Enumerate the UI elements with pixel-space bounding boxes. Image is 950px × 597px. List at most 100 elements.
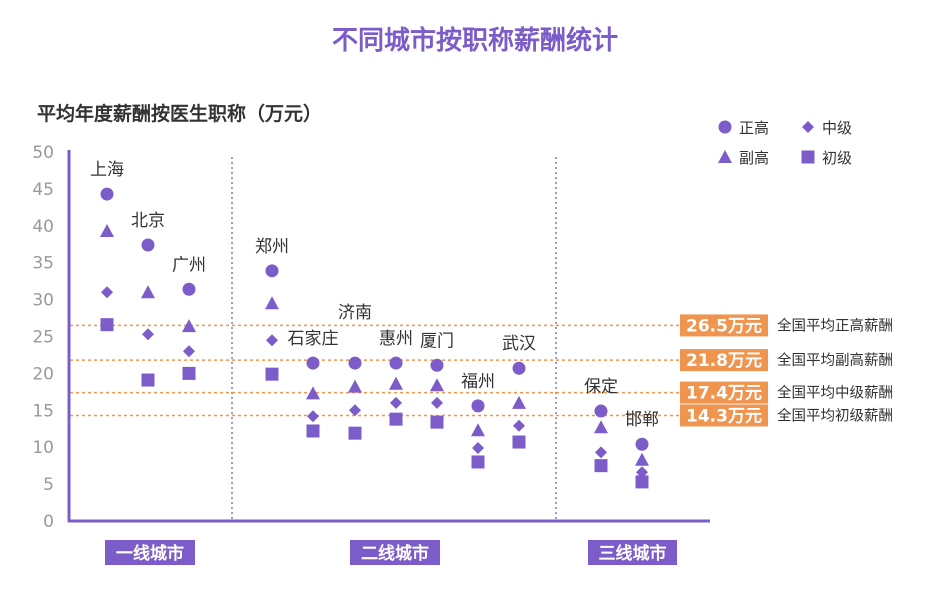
city-label: 邯郸: [625, 410, 659, 430]
legend-label: 初级: [822, 149, 852, 167]
group-label: 一线城市: [116, 543, 184, 564]
point-triangle: [512, 395, 526, 409]
reference-line-label: 全国平均正高薪酬: [777, 316, 893, 334]
point-square: [265, 367, 279, 381]
group-label: 二线城市: [361, 543, 429, 564]
reference-value-label: 26.5万元: [686, 316, 762, 336]
reference-value-box: [680, 381, 768, 404]
point-triangle: [471, 423, 485, 437]
y-tick-label: 35: [32, 254, 54, 274]
point-circle: [594, 404, 608, 418]
group-label-box: [350, 540, 440, 565]
y-tick-label: 45: [32, 180, 54, 200]
point-circle: [635, 437, 649, 451]
group-label: 三线城市: [599, 543, 667, 564]
legend-diamond-icon: [802, 121, 814, 133]
city-label: 厦门: [420, 331, 454, 351]
y-axis-label: 平均年度薪酬按医生职称（万元）: [37, 102, 322, 125]
city-label: 惠州: [379, 329, 413, 349]
point-square: [348, 426, 362, 440]
point-triangle: [100, 223, 114, 237]
legend-label: 副高: [739, 149, 769, 167]
point-triangle: [635, 452, 649, 466]
reference-line-label: 全国平均初级薪酬: [777, 406, 893, 424]
legend-triangle-icon: [718, 150, 732, 163]
group-label-box: [588, 540, 677, 565]
point-square: [100, 318, 114, 332]
point-circle: [182, 282, 196, 296]
point-circle: [471, 399, 485, 413]
city-label: 广州: [172, 255, 206, 275]
city-label: 济南: [338, 303, 372, 323]
point-diamond: [513, 419, 525, 432]
point-square: [430, 415, 444, 429]
point-diamond: [636, 466, 648, 479]
point-circle: [348, 356, 362, 370]
point-diamond: [595, 446, 607, 459]
group-label-box: [105, 540, 195, 565]
point-circle: [100, 187, 114, 201]
point-triangle: [430, 378, 444, 392]
point-square: [471, 455, 485, 469]
point-square: [635, 475, 649, 489]
reference-line-label: 全国平均副高薪酬: [777, 351, 893, 369]
point-diamond: [266, 334, 278, 347]
point-circle: [306, 356, 320, 370]
point-circle: [512, 361, 526, 375]
reference-line-label: 全国平均中级薪酬: [777, 384, 893, 402]
y-tick-label: 15: [32, 401, 54, 421]
reference-value-label: 17.4万元: [686, 384, 762, 404]
legend-circle-icon: [718, 120, 732, 134]
point-circle: [265, 264, 279, 278]
point-diamond: [183, 345, 195, 358]
reference-value-box: [680, 349, 768, 372]
point-square: [141, 373, 155, 387]
city-label: 福州: [461, 372, 495, 392]
city-label: 石家庄: [288, 329, 339, 349]
city-label: 保定: [584, 377, 618, 397]
point-square: [306, 424, 320, 438]
city-label: 郑州: [255, 237, 289, 257]
city-label: 北京: [131, 211, 165, 231]
point-diamond: [101, 286, 113, 299]
point-triangle: [594, 420, 608, 434]
city-label: 武汉: [502, 334, 536, 354]
point-triangle: [141, 285, 155, 299]
point-square: [389, 412, 403, 426]
reference-value-label: 21.8万元: [686, 351, 762, 371]
point-square: [512, 435, 526, 449]
point-circle: [389, 356, 403, 370]
point-square: [182, 366, 196, 380]
point-diamond: [472, 441, 484, 454]
point-triangle: [306, 386, 320, 400]
y-tick-label: 40: [32, 217, 54, 237]
y-tick-label: 25: [32, 328, 54, 348]
point-diamond: [431, 396, 443, 409]
chart-title: 不同城市按职称薪酬统计: [332, 25, 618, 56]
y-tick-label: 10: [32, 438, 54, 458]
reference-value-label: 14.3万元: [686, 406, 762, 426]
y-tick-label: 0: [43, 512, 54, 532]
point-triangle: [182, 319, 196, 333]
point-diamond: [349, 404, 361, 417]
legend-label: 正高: [739, 119, 769, 137]
point-diamond: [307, 410, 319, 423]
point-diamond: [142, 328, 154, 341]
point-triangle: [265, 296, 279, 310]
point-triangle: [348, 379, 362, 393]
point-square: [594, 459, 608, 473]
y-tick-label: 5: [43, 475, 54, 495]
point-circle: [141, 238, 155, 252]
legend-label: 中级: [822, 119, 852, 137]
point-triangle: [389, 376, 403, 390]
y-tick-label: 20: [32, 364, 54, 384]
reference-value-box: [680, 404, 768, 427]
y-tick-label: 30: [32, 291, 54, 311]
legend-square-icon: [801, 150, 815, 164]
point-circle: [430, 358, 444, 372]
city-label: 上海: [90, 160, 124, 180]
reference-value-box: [680, 314, 768, 337]
point-diamond: [390, 396, 402, 409]
